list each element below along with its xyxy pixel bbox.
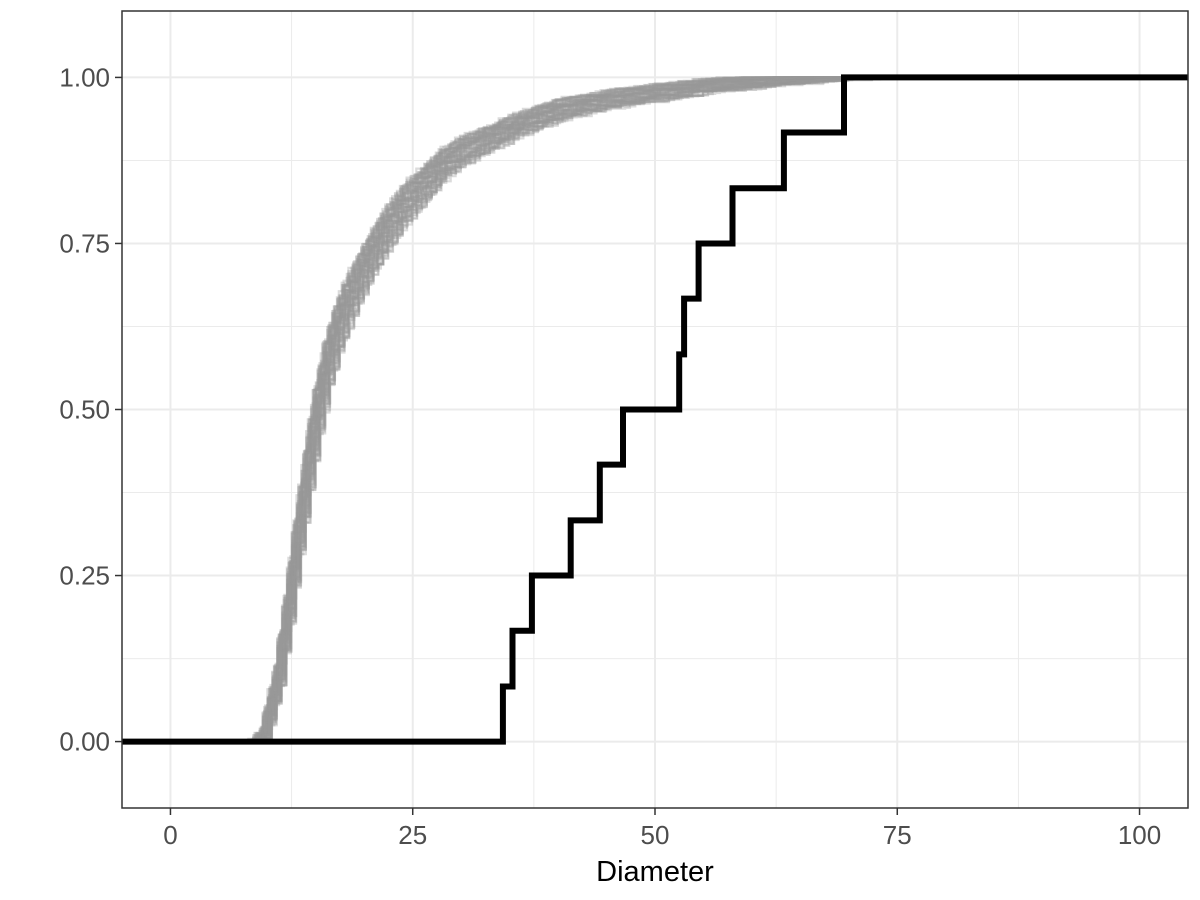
simulated-series-line: [122, 76, 928, 743]
simulated-series-line: [122, 76, 934, 743]
simulated-series-line: [122, 76, 856, 743]
x-tick-label: 0: [163, 820, 177, 850]
simulated-series-line: [122, 76, 862, 743]
simulated-series-line: [122, 76, 923, 743]
simulated-series-line: [122, 76, 945, 743]
y-tick-label: 0.50: [59, 395, 110, 425]
simulated-series-line: [122, 76, 971, 743]
simulated-series-line: [122, 76, 939, 743]
x-tick-label: 100: [1118, 820, 1161, 850]
simulated-series-line: [122, 76, 977, 743]
simulated-series-line: [122, 76, 988, 743]
y-tick-label: 0.75: [59, 228, 110, 258]
simulated-series-line: [122, 76, 912, 743]
simulated-series-line: [122, 76, 920, 743]
simulated-series-line: [122, 76, 980, 743]
simulated-series-line: [122, 76, 1010, 743]
y-axis-ticks: 0.00 0.25 0.50 0.75 1.00: [59, 62, 122, 757]
simulated-series-line: [122, 76, 1014, 743]
simulated-series-line: [122, 76, 874, 743]
simulated-series-line: [122, 76, 895, 743]
simulated-series-line: [122, 77, 850, 743]
simulated-series-line: [122, 76, 930, 743]
simulated-series-line: [122, 76, 846, 743]
simulated-series-line: [122, 76, 928, 743]
simulated-series-line: [122, 76, 899, 743]
simulated-series-line: [122, 76, 1009, 743]
simulated-series-line: [122, 76, 837, 743]
y-tick-label: 0.00: [59, 727, 110, 757]
simulated-series-line: [122, 76, 945, 743]
simulated-series-line: [122, 76, 930, 743]
simulated-series-line: [122, 76, 874, 743]
simulated-series-line: [122, 77, 841, 743]
simulated-series-line: [122, 77, 839, 743]
simulated-series-line: [122, 76, 1010, 743]
simulated-series-line: [122, 76, 1011, 743]
simulated-series-line: [122, 76, 974, 743]
observed-series-group: [122, 74, 1188, 745]
simulated-series-line: [122, 76, 960, 743]
simulated-series-line: [122, 76, 993, 743]
simulated-series-line: [122, 76, 967, 743]
simulated-series-line: [122, 76, 994, 743]
simulated-series-line: [122, 76, 877, 743]
y-tick-label: 0.25: [59, 561, 110, 591]
x-tick-label: 25: [398, 820, 427, 850]
simulated-series-line: [122, 76, 897, 743]
x-tick-label: 75: [883, 820, 912, 850]
simulated-series-line: [122, 76, 1011, 743]
simulated-series-line: [122, 76, 946, 743]
simulated-series-line: [122, 76, 938, 743]
x-tick-label: 50: [641, 820, 670, 850]
simulated-series-line: [122, 77, 839, 743]
simulated-series-line: [122, 77, 855, 743]
simulated-series-line: [122, 76, 924, 743]
x-axis-ticks: 0 25 50 75 100: [163, 808, 1161, 850]
observed-series-line: [122, 74, 1188, 745]
simulated-series-line: [122, 76, 897, 743]
simulated-series-line: [122, 76, 848, 743]
simulated-series-line: [122, 76, 965, 743]
y-tick-label: 1.00: [59, 62, 110, 92]
simulated-series-line: [122, 76, 897, 743]
simulated-series-line: [122, 76, 866, 743]
simulated-series-line: [122, 76, 906, 743]
simulated-series-line: [122, 76, 883, 743]
simulated-series-line: [122, 76, 942, 743]
x-axis-title: Diameter: [596, 856, 714, 888]
